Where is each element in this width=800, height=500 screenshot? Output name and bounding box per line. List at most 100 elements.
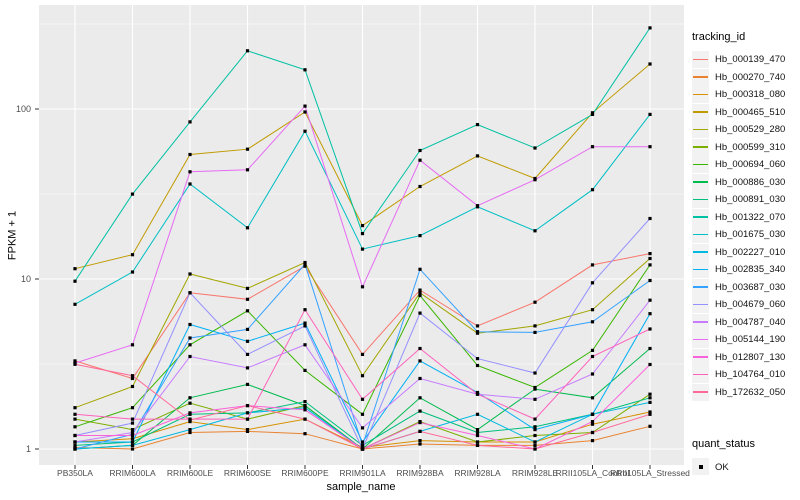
data-point — [188, 170, 192, 174]
data-point — [73, 412, 77, 416]
legend-key-line — [693, 93, 708, 96]
data-point — [73, 359, 77, 363]
legend-key-line — [693, 146, 708, 148]
legend-key-line — [693, 233, 708, 236]
data-point — [648, 424, 652, 428]
data-point — [475, 443, 480, 447]
data-point — [188, 291, 192, 295]
legend-label: Hb_000465_510 — [715, 106, 786, 118]
data-point — [303, 110, 307, 114]
legend-label: Hb_000529_280 — [715, 124, 786, 135]
data-point — [303, 343, 307, 347]
data-point — [418, 293, 422, 298]
data-point — [245, 168, 250, 172]
legend-key — [692, 68, 709, 86]
legend-key-line — [693, 303, 708, 306]
legend-label: Hb_004679_060 — [715, 299, 786, 310]
data-point — [590, 422, 595, 426]
data-point — [475, 390, 480, 395]
data-point — [475, 430, 480, 435]
legend-label: Hb_000318_080 — [715, 89, 786, 100]
data-point — [188, 396, 192, 400]
x-tick-label: RRIM928BA — [396, 468, 444, 478]
legend-label: Hb_003687_030 — [715, 281, 786, 293]
data-point — [130, 437, 135, 441]
data-point — [73, 433, 77, 438]
data-point — [130, 421, 135, 425]
data-point — [73, 267, 77, 271]
data-point — [245, 327, 250, 331]
legend-key — [692, 191, 709, 208]
legend-key — [692, 383, 709, 401]
legend-key-line — [693, 391, 708, 393]
legend-title-tracking-id: tracking_id — [692, 31, 746, 43]
data-point — [590, 308, 595, 312]
data-point — [360, 232, 365, 236]
data-point — [648, 346, 652, 351]
data-point — [475, 204, 480, 208]
legend-key-line — [693, 111, 708, 113]
data-point — [590, 320, 595, 324]
data-point — [188, 354, 192, 359]
data-point — [533, 425, 537, 429]
data-point — [73, 443, 77, 447]
data-point — [245, 339, 250, 343]
legend-label: Hb_002227_010 — [715, 246, 786, 258]
data-point — [303, 417, 307, 421]
legend-key-line — [693, 163, 708, 166]
legend-key-line — [693, 356, 708, 358]
x-tick-label: RRIM600LE — [166, 468, 214, 478]
data-point — [245, 417, 250, 421]
data-point — [188, 411, 192, 415]
legend-key — [692, 261, 709, 278]
data-point — [130, 374, 135, 378]
legend-label: Hb_002835_340 — [715, 264, 786, 275]
data-point — [475, 412, 480, 416]
legend-key-line — [693, 128, 708, 131]
x-tick-label: RRIM600LA — [109, 468, 156, 478]
legend-key — [692, 243, 709, 261]
data-point — [360, 224, 365, 228]
data-point — [130, 447, 135, 451]
data-point — [245, 411, 250, 415]
data-point — [245, 352, 250, 356]
x-tick-label: RRII105LA_Stressed — [610, 468, 690, 478]
data-point — [130, 343, 135, 347]
data-point — [590, 420, 595, 424]
x-tick-label: RRIM928LA — [454, 468, 501, 478]
data-point — [590, 372, 595, 376]
data-point — [303, 404, 307, 408]
data-point — [303, 432, 307, 436]
legend-key — [692, 331, 709, 348]
data-point — [188, 418, 192, 422]
data-point — [245, 366, 250, 370]
data-point — [130, 253, 135, 257]
data-point — [130, 417, 135, 421]
data-point — [303, 260, 307, 265]
data-point — [475, 433, 480, 438]
data-point — [590, 412, 595, 416]
data-point — [360, 374, 365, 378]
data-point — [245, 404, 250, 408]
data-point — [188, 120, 192, 124]
data-point — [648, 26, 652, 30]
data-point — [648, 412, 652, 416]
data-point — [475, 440, 480, 444]
legend-label: Hb_000139_470 — [715, 54, 786, 65]
data-point — [188, 322, 192, 327]
legend-key — [692, 103, 709, 121]
legend-key-line — [693, 76, 708, 78]
data-point — [418, 359, 422, 363]
legend-key-line — [693, 216, 708, 218]
legend-key — [692, 51, 709, 68]
data-point — [73, 447, 77, 451]
data-point — [590, 439, 595, 443]
legend-label: Hb_001675_030 — [715, 229, 786, 240]
data-point — [130, 384, 135, 389]
data-point — [73, 425, 77, 429]
data-point — [590, 112, 595, 116]
data-point — [303, 368, 307, 372]
data-point — [188, 182, 192, 186]
data-point — [475, 357, 480, 361]
data-point — [418, 439, 422, 443]
